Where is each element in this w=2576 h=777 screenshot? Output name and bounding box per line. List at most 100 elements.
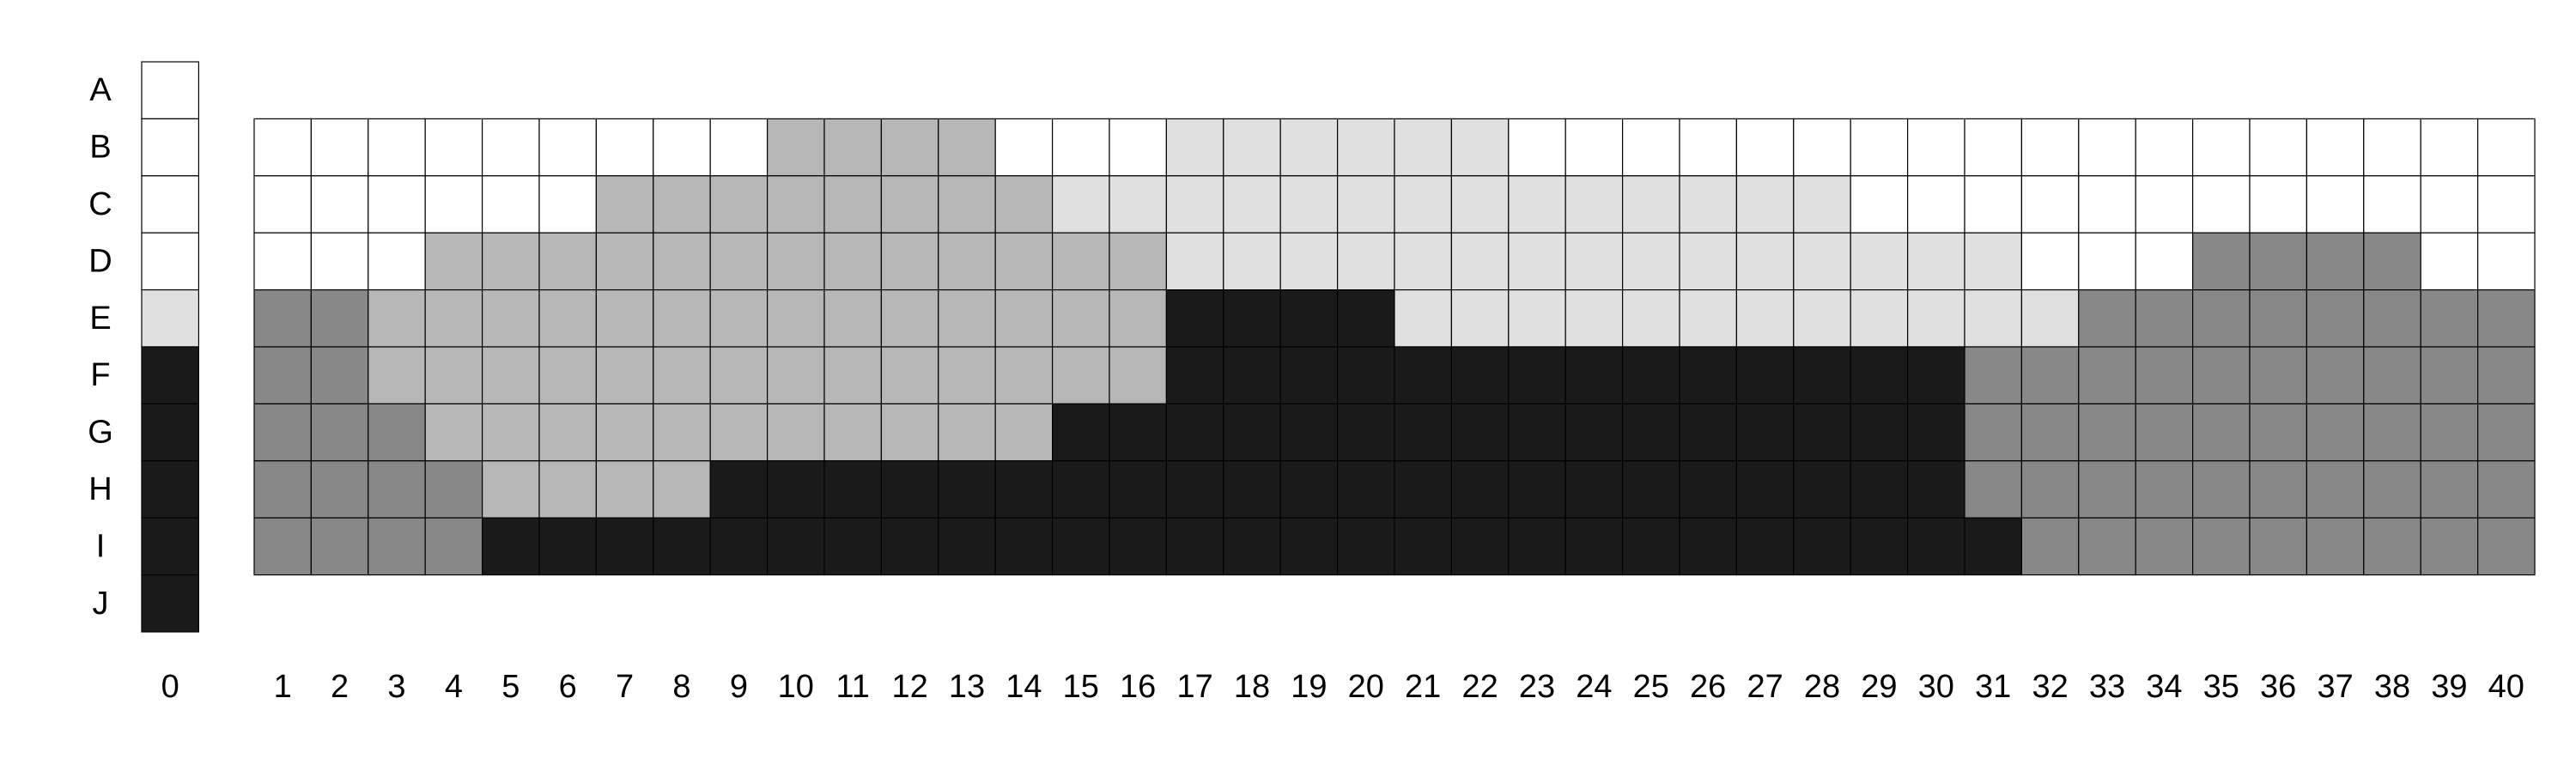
cell-f-35 bbox=[2192, 346, 2251, 405]
cell-c-17 bbox=[1165, 175, 1224, 234]
row-label-j: J bbox=[93, 586, 109, 622]
cell-c-29 bbox=[1850, 175, 1909, 234]
cell-f-27 bbox=[1735, 346, 1795, 405]
cell-c-37 bbox=[2306, 175, 2365, 234]
cell-f-28 bbox=[1793, 346, 1851, 405]
cell-f-20 bbox=[1336, 346, 1395, 405]
cell-b-11 bbox=[823, 118, 883, 177]
cell-e-14 bbox=[994, 289, 1054, 348]
cell-h-33 bbox=[2078, 460, 2136, 519]
row-label-g: G bbox=[88, 415, 113, 451]
column-label-33: 33 bbox=[2089, 669, 2125, 705]
cell-f-26 bbox=[1679, 346, 1738, 405]
cell-b-27 bbox=[1735, 118, 1795, 177]
cell-b-26 bbox=[1679, 118, 1738, 177]
cell-b-3 bbox=[368, 118, 426, 177]
cell-h-24 bbox=[1564, 460, 1624, 519]
cell-b-10 bbox=[766, 118, 825, 177]
cell-f-12 bbox=[880, 346, 939, 405]
cell-c-1 bbox=[253, 175, 313, 234]
cell-e-11 bbox=[823, 289, 883, 348]
cell-e-2 bbox=[310, 289, 369, 348]
cell-g-37 bbox=[2306, 403, 2365, 462]
column-label-32: 32 bbox=[2032, 669, 2068, 705]
cell-f-6 bbox=[538, 346, 598, 405]
cell-g-27 bbox=[1735, 403, 1795, 462]
cell-c-8 bbox=[653, 175, 711, 234]
cell-b-28 bbox=[1793, 118, 1851, 177]
cell-d-10 bbox=[766, 232, 825, 291]
cell-h-30 bbox=[1907, 460, 1965, 519]
cell-e-39 bbox=[2420, 289, 2479, 348]
cell-b-22 bbox=[1450, 118, 1510, 177]
column-label-28: 28 bbox=[1804, 669, 1840, 705]
cell-h-28 bbox=[1793, 460, 1851, 519]
cell-d-38 bbox=[2363, 232, 2421, 291]
cell-b-30 bbox=[1907, 118, 1965, 177]
cell-i-27 bbox=[1735, 517, 1795, 576]
cell-i-6 bbox=[538, 517, 598, 576]
cell-c-20 bbox=[1336, 175, 1395, 234]
cell-e-31 bbox=[1964, 289, 2023, 348]
cell-h-20 bbox=[1336, 460, 1395, 519]
cell-b-18 bbox=[1223, 118, 1281, 177]
cell-c-14 bbox=[994, 175, 1054, 234]
cell-h-38 bbox=[2363, 460, 2421, 519]
cell-i-35 bbox=[2192, 517, 2251, 576]
cell-i-3 bbox=[368, 517, 426, 576]
cell-e-37 bbox=[2306, 289, 2365, 348]
cell-e-21 bbox=[1394, 289, 1453, 348]
column-label-10: 10 bbox=[778, 669, 814, 705]
heatmap-grid bbox=[253, 118, 2536, 576]
cell-f-15 bbox=[1051, 346, 1110, 405]
cell-g-15 bbox=[1051, 403, 1110, 462]
cell-i-32 bbox=[2020, 517, 2080, 576]
cell-g-6 bbox=[538, 403, 598, 462]
cell-f-23 bbox=[1508, 346, 1566, 405]
cell-c-35 bbox=[2192, 175, 2251, 234]
cell-i-37 bbox=[2306, 517, 2365, 576]
cell-b-7 bbox=[595, 118, 654, 177]
column-label-2: 2 bbox=[331, 669, 349, 705]
column-label-7: 7 bbox=[616, 669, 634, 705]
cell-d-15 bbox=[1051, 232, 1110, 291]
cell-g-28 bbox=[1793, 403, 1851, 462]
cell-g-16 bbox=[1109, 403, 1168, 462]
cell-g-9 bbox=[709, 403, 769, 462]
cell-b-20 bbox=[1336, 118, 1395, 177]
column-label-4: 4 bbox=[445, 669, 463, 705]
cell-g-13 bbox=[938, 403, 996, 462]
cell-c-24 bbox=[1564, 175, 1624, 234]
cell-g-20 bbox=[1336, 403, 1395, 462]
cell-b-24 bbox=[1564, 118, 1624, 177]
cell-i-8 bbox=[653, 517, 711, 576]
cell-h-2 bbox=[310, 460, 369, 519]
cell-h-22 bbox=[1450, 460, 1510, 519]
cell-f-1 bbox=[253, 346, 313, 405]
cell-g-1 bbox=[253, 403, 313, 462]
cell-b-14 bbox=[994, 118, 1054, 177]
cell-e-25 bbox=[1621, 289, 1680, 348]
column-label-27: 27 bbox=[1747, 669, 1783, 705]
cell-b-31 bbox=[1964, 118, 2023, 177]
cell-b-2 bbox=[310, 118, 369, 177]
cell-h-36 bbox=[2249, 460, 2308, 519]
cell-b-33 bbox=[2078, 118, 2136, 177]
cell-f-22 bbox=[1450, 346, 1510, 405]
cell-d-9 bbox=[709, 232, 769, 291]
cell-h-27 bbox=[1735, 460, 1795, 519]
reference-cell-a bbox=[141, 61, 200, 120]
cell-g-4 bbox=[424, 403, 483, 462]
cell-f-18 bbox=[1223, 346, 1281, 405]
cell-c-23 bbox=[1508, 175, 1566, 234]
column-label-5: 5 bbox=[501, 669, 519, 705]
cell-i-23 bbox=[1508, 517, 1566, 576]
cell-e-13 bbox=[938, 289, 996, 348]
cell-g-7 bbox=[595, 403, 654, 462]
cell-e-19 bbox=[1279, 289, 1339, 348]
cell-c-2 bbox=[310, 175, 369, 234]
cell-d-24 bbox=[1564, 232, 1624, 291]
column-label-15: 15 bbox=[1063, 669, 1099, 705]
cell-i-30 bbox=[1907, 517, 1965, 576]
